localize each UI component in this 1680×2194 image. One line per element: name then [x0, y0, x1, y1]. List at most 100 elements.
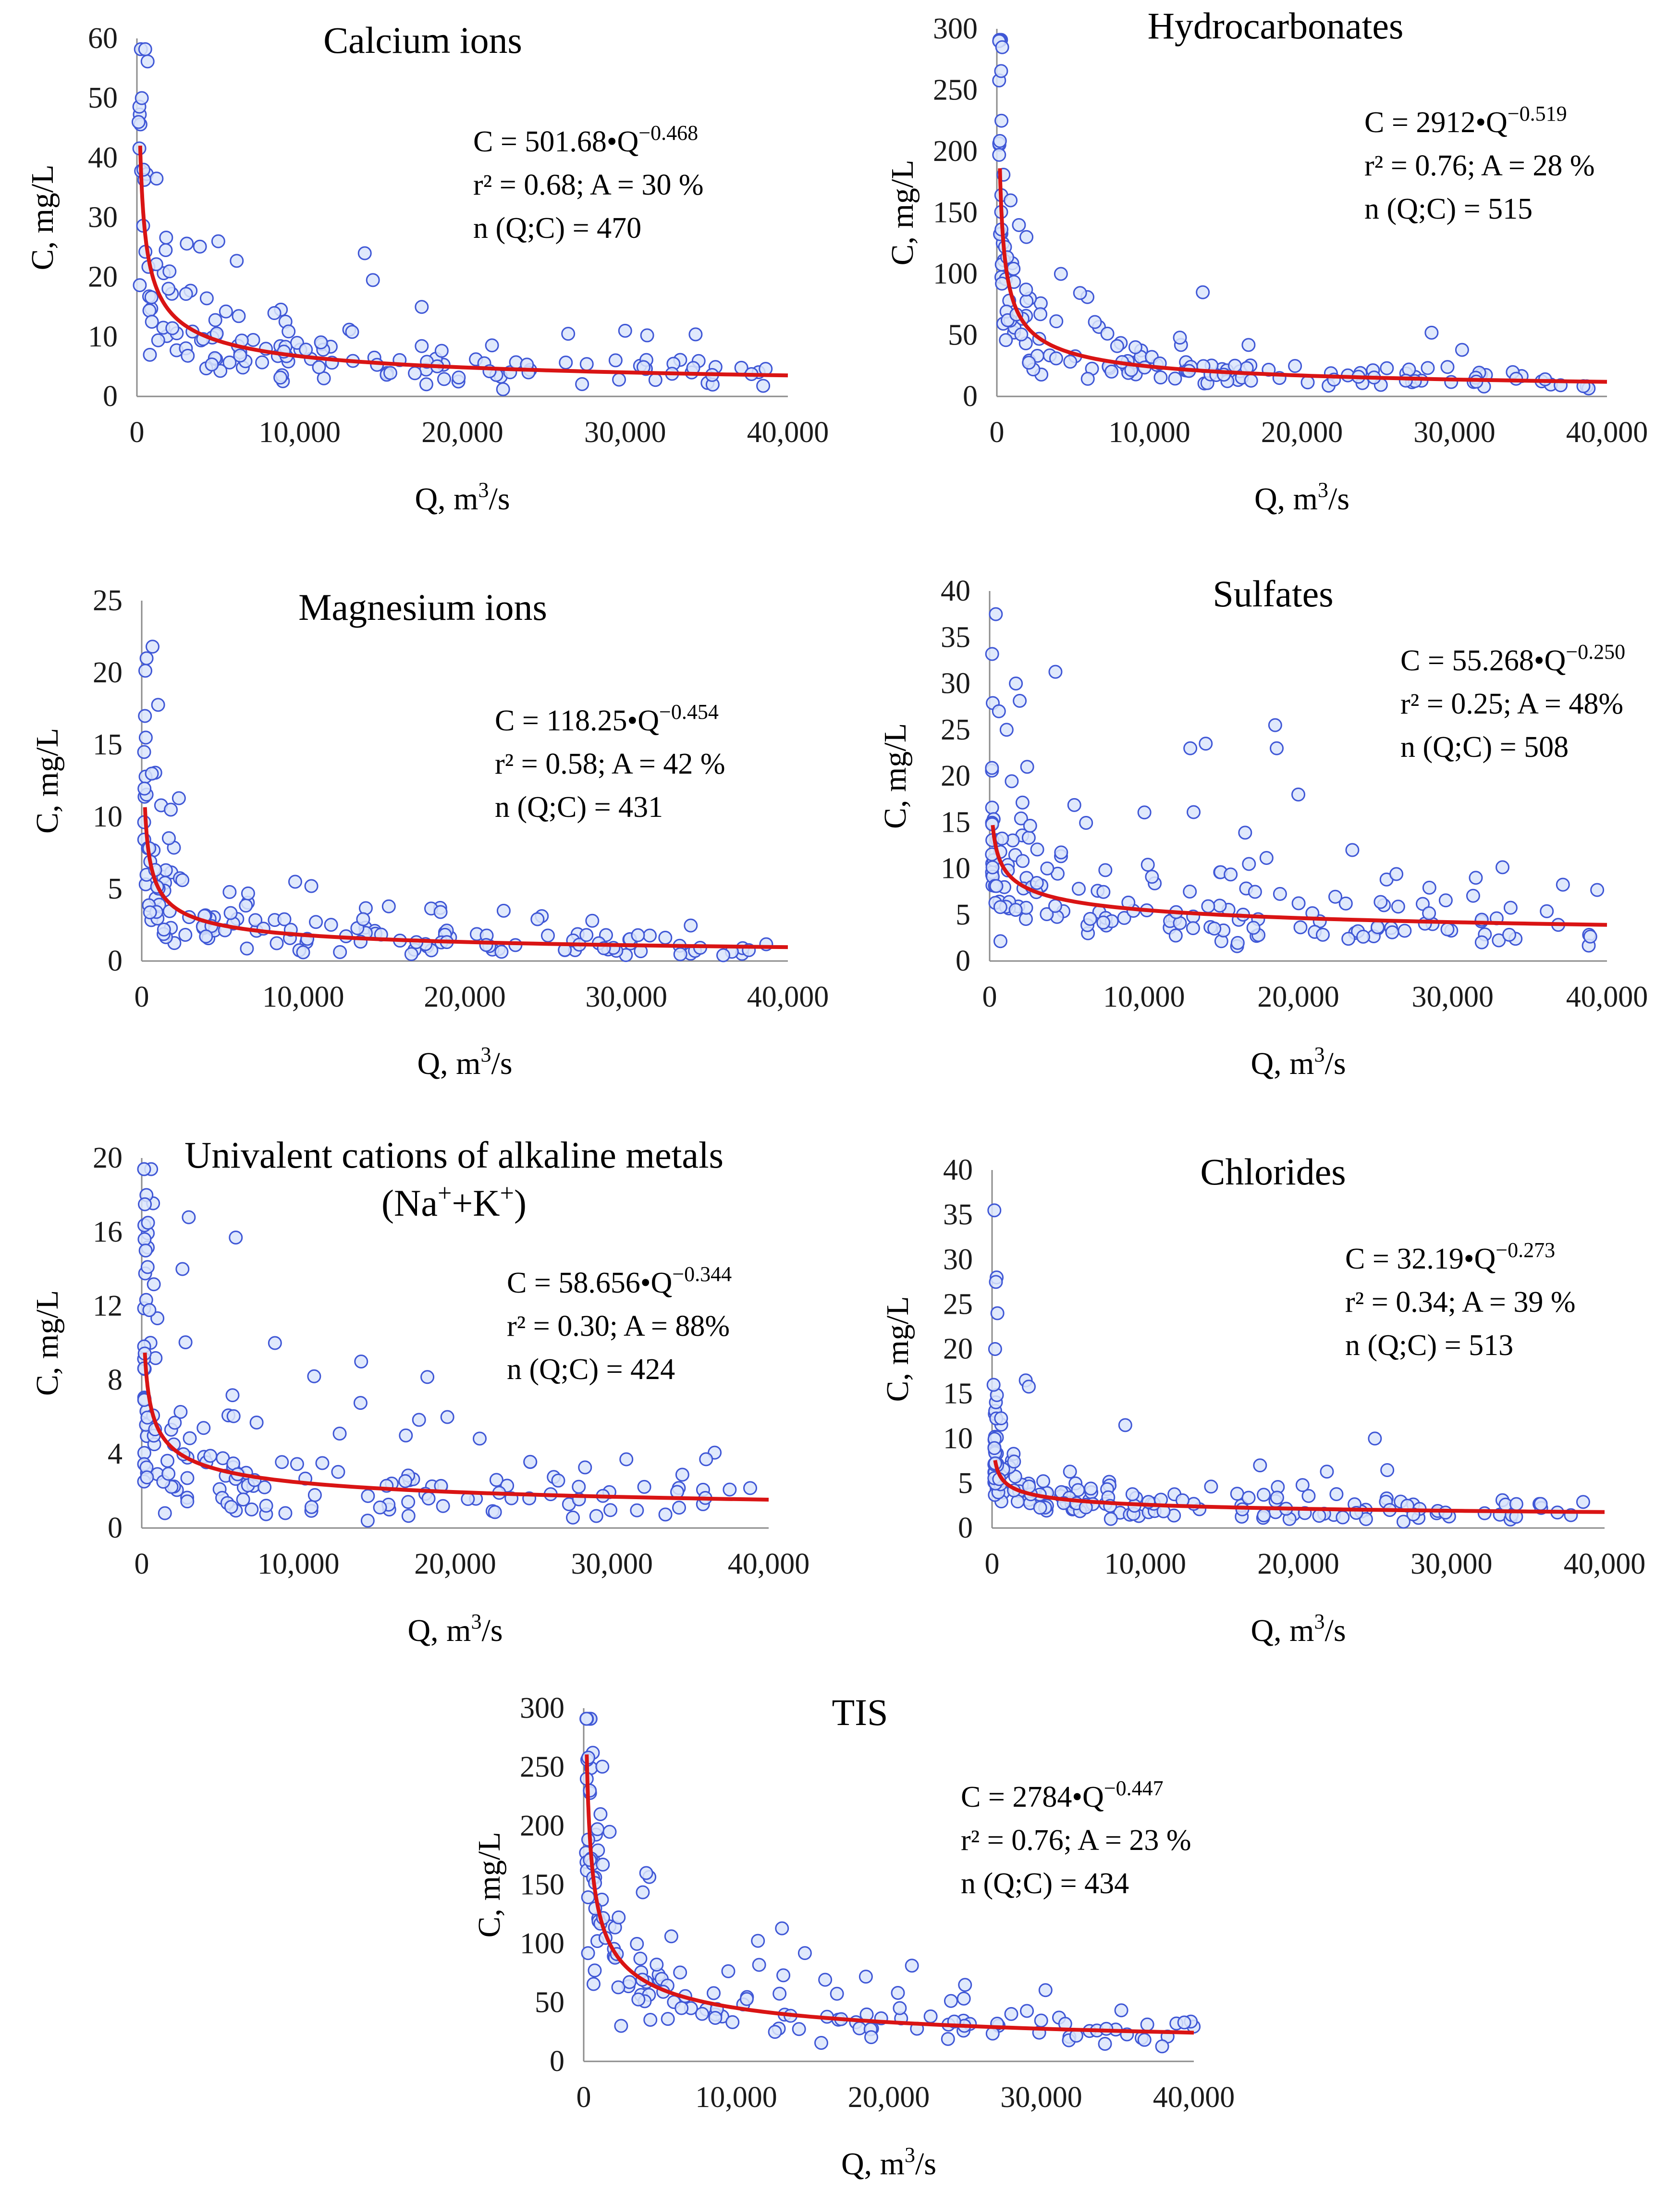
data-point: [1187, 805, 1201, 819]
data-point: [1503, 900, 1518, 915]
data-point: [572, 1479, 586, 1494]
data-points: [137, 1162, 758, 1528]
x-tick-label: 0: [130, 416, 145, 449]
data-point: [1380, 1463, 1395, 1478]
data-point: [196, 1421, 211, 1435]
data-point: [312, 360, 326, 374]
y-tick-label: 35: [943, 1198, 973, 1231]
data-point: [1168, 371, 1182, 386]
data-point: [985, 647, 999, 661]
data-point: [138, 42, 152, 56]
data-point: [1556, 877, 1570, 892]
data-point: [992, 704, 1006, 718]
data-point: [161, 1467, 176, 1481]
y-axis-label: C, mg/L: [885, 160, 920, 265]
data-point: [290, 1457, 304, 1471]
data-point: [162, 264, 177, 279]
x-axis-label: Q, m3/s: [841, 2143, 936, 2182]
data-point: [440, 1410, 454, 1424]
data-point: [1015, 795, 1030, 810]
x-axis-label-suffix: /s: [915, 2146, 936, 2182]
data-point: [241, 886, 255, 900]
x-axis-label: Q, m3/s: [1254, 478, 1349, 517]
data-point: [131, 115, 146, 129]
data-point: [401, 1509, 416, 1523]
data-point: [1012, 218, 1026, 232]
x-tick-label: 10,000: [258, 1548, 340, 1580]
data-point: [1006, 261, 1021, 276]
data-point: [673, 1965, 687, 1980]
data-point: [178, 928, 193, 942]
y-tick-label: 20: [943, 1333, 973, 1366]
data-point: [1496, 860, 1510, 875]
data-point: [1020, 2004, 1034, 2018]
data-point: [304, 1500, 319, 1514]
data-point: [986, 1378, 1001, 1392]
data-point: [494, 945, 509, 959]
data-point: [814, 2035, 828, 2050]
data-point: [270, 936, 284, 950]
sample-count: n (Q;C) = 515: [1364, 193, 1533, 225]
fit-curve: [585, 1754, 1194, 2035]
data-point: [631, 1992, 646, 2007]
data-point: [1389, 867, 1404, 881]
y-axis-label: C, mg/L: [30, 728, 65, 834]
fit-equation: C = 2784•Q−0.447: [961, 1776, 1164, 1813]
data-point: [161, 282, 176, 296]
data-point: [1023, 818, 1037, 833]
data-point: [684, 918, 698, 933]
data-point: [661, 2012, 675, 2026]
x-tick-label: 10,000: [695, 2081, 777, 2114]
data-point: [1540, 904, 1554, 918]
data-point: [1477, 1506, 1492, 1520]
data-point: [688, 327, 703, 342]
y-tick-label: 10: [88, 320, 118, 353]
data-point: [792, 2022, 806, 2036]
data-point: [1438, 893, 1453, 908]
data-point: [181, 348, 195, 363]
x-axis-label-suffix: /s: [489, 481, 510, 517]
data-point: [135, 91, 149, 105]
data-point: [137, 781, 152, 796]
data-point: [353, 1396, 368, 1410]
y-tick-label: 10: [941, 852, 970, 885]
data-point: [332, 1426, 347, 1441]
y-tick-label: 40: [943, 1154, 973, 1186]
data-point: [151, 333, 165, 347]
data-point: [1359, 1512, 1373, 1526]
data-point: [324, 918, 338, 932]
fit-curve: [993, 1460, 1605, 1514]
data-point: [773, 1986, 787, 2001]
data-point: [1502, 927, 1516, 942]
data-point: [1098, 2037, 1112, 2051]
chart-chlorides: 0 5 10 15 20 25 30 35 40 0 10,000 20,000 30,000 40,00…: [880, 1151, 1645, 1648]
fit-statistics: r² = 0.25; A = 48%: [1400, 688, 1623, 720]
data-point: [589, 1509, 603, 1523]
chart-tis: 0 50 100 150 200 250 300 0 10,000 20,000 30,000 40,…: [472, 1691, 1235, 2182]
data-point: [1196, 285, 1210, 299]
fit-curve: [991, 825, 1607, 927]
data-point: [222, 355, 237, 370]
data-point: [585, 913, 600, 928]
data-point: [593, 1807, 608, 1821]
y-tick-label: 200: [933, 135, 978, 168]
data-point: [1391, 900, 1405, 914]
data-point: [752, 1958, 766, 1972]
data-point: [611, 1980, 625, 1995]
data-point: [987, 1203, 1002, 1218]
data-point: [1224, 867, 1238, 882]
x-tick-label: 20,000: [1261, 416, 1343, 449]
x-axis-label: Q, m3/s: [1251, 1043, 1346, 1081]
data-point: [1230, 936, 1245, 950]
data-point: [1088, 315, 1102, 329]
data-point: [1118, 1418, 1132, 1432]
data-point: [1373, 895, 1388, 909]
data-point: [1145, 870, 1159, 884]
data-point: [1336, 1510, 1350, 1525]
data-point: [182, 1210, 196, 1224]
chart-subtitle: (Na++K+): [381, 1180, 527, 1224]
data-point: [366, 273, 380, 287]
data-points: [579, 1712, 1201, 2054]
data-point: [496, 903, 511, 918]
data-point: [619, 1452, 634, 1467]
